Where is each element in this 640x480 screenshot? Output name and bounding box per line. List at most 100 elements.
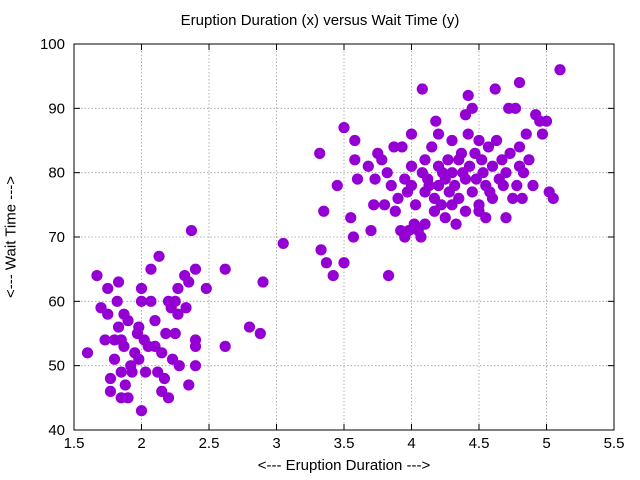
data-point: [162, 392, 175, 404]
data-point: [446, 167, 458, 179]
grid-lines: [74, 44, 614, 430]
data-point: [423, 179, 435, 192]
data-point: [507, 192, 519, 204]
data-point: [520, 128, 532, 140]
data-point: [104, 385, 117, 397]
data-point: [450, 218, 462, 230]
data-point: [432, 128, 445, 140]
data-point: [497, 179, 509, 192]
data-point: [112, 321, 125, 333]
axis-ticks: 1.5 2 2.5 3 3.5 4 4.5 5 5.5 40 50 60 70 80 90 100: [40, 36, 624, 452]
data-point: [189, 334, 202, 346]
data-point: [449, 179, 461, 192]
data-point: [91, 270, 103, 282]
data-point: [547, 192, 559, 204]
y-tick-label: 40: [48, 422, 65, 439]
data-point: [415, 231, 427, 243]
data-point: [351, 173, 364, 185]
data-point: [126, 366, 138, 378]
data-point: [392, 192, 404, 204]
data-point: [183, 379, 195, 391]
data-point: [257, 276, 269, 288]
data-point: [172, 282, 184, 295]
data-point: [119, 379, 131, 391]
data-point: [149, 315, 161, 327]
y-tick-label: 50: [48, 358, 65, 375]
data-point: [480, 212, 492, 224]
data-point: [331, 179, 343, 192]
data-point: [112, 276, 125, 288]
data-point: [122, 392, 134, 404]
data-point: [376, 154, 388, 166]
data-point: [172, 308, 184, 320]
data-point: [135, 405, 148, 417]
data-point: [345, 212, 357, 224]
data-point: [169, 295, 181, 307]
x-tick-label: 3: [272, 435, 280, 452]
data-point: [435, 199, 447, 211]
data-point: [108, 353, 121, 365]
data-point: [516, 192, 528, 204]
data-point: [389, 205, 401, 217]
data-point: [396, 141, 408, 153]
data-point: [513, 77, 526, 89]
data-point: [482, 141, 495, 153]
y-tick-label: 70: [48, 229, 65, 246]
data-point: [111, 295, 123, 307]
data-point: [318, 205, 330, 217]
data-point: [118, 340, 130, 352]
data-point: [349, 154, 361, 166]
data-point: [446, 134, 458, 147]
data-point: [430, 115, 442, 127]
data-point: [173, 360, 185, 372]
data-point: [133, 353, 145, 365]
data-point: [327, 270, 339, 282]
data-point: [500, 167, 512, 179]
data-point: [405, 179, 418, 192]
data-point: [523, 154, 535, 166]
data-point: [338, 257, 350, 269]
y-tick-label: 60: [48, 293, 65, 310]
data-point: [459, 205, 472, 217]
data-point: [462, 128, 474, 140]
data-point: [405, 160, 418, 172]
data-point: [442, 154, 454, 166]
data-point: [453, 192, 465, 204]
data-point: [185, 224, 198, 237]
data-point: [338, 122, 350, 134]
data-point: [426, 141, 438, 153]
data-point: [320, 257, 333, 269]
y-axis-label: <--- Wait Time --->: [2, 176, 20, 298]
data-point: [122, 315, 134, 327]
data-point: [513, 141, 526, 153]
x-tick-label: 3.5: [334, 435, 355, 452]
data-point: [476, 154, 488, 166]
data-point: [490, 134, 503, 147]
data-point: [139, 366, 152, 378]
data-point: [466, 102, 478, 114]
data-point: [243, 321, 256, 333]
data-point: [439, 212, 451, 224]
data-point: [416, 83, 428, 95]
x-tick-label: 2.5: [199, 435, 220, 452]
data-point: [419, 218, 431, 230]
data-point: [536, 128, 549, 140]
data-point: [463, 160, 476, 172]
data-point: [133, 321, 145, 333]
data-point: [169, 327, 181, 340]
data-point: [158, 372, 171, 385]
data-point: [496, 154, 508, 166]
x-tick-label: 1.5: [64, 435, 85, 452]
data-point: [368, 199, 380, 211]
x-tick-label: 2: [137, 435, 145, 452]
data-point: [462, 89, 474, 102]
data-point: [189, 360, 202, 372]
data-point: [385, 179, 397, 192]
data-point: [180, 302, 192, 314]
data-point: [517, 167, 530, 179]
data-point: [81, 347, 94, 359]
data-point: [466, 186, 478, 198]
data-point: [511, 179, 523, 192]
data-point: [254, 327, 266, 340]
data-point: [381, 167, 393, 179]
